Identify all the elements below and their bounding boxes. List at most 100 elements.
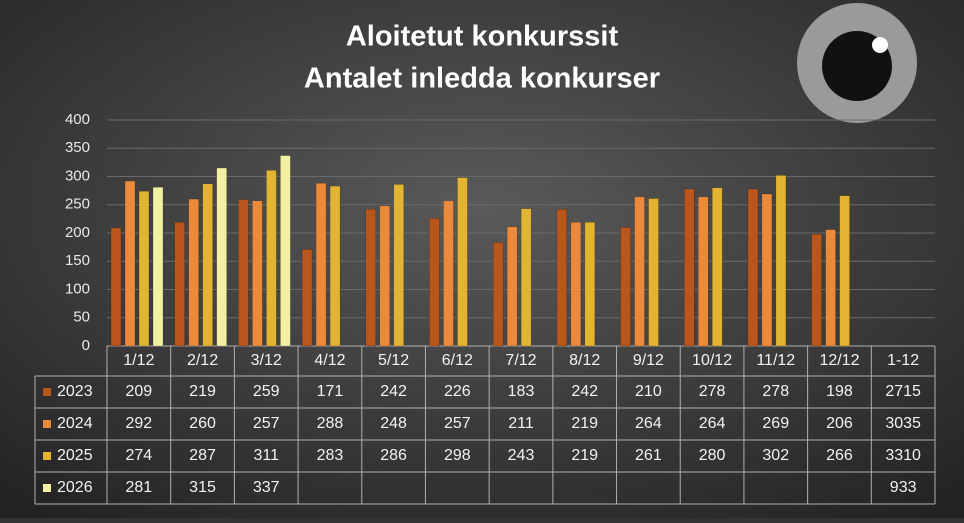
bar (443, 200, 454, 347)
table-cell: 198 (826, 383, 853, 400)
bar (492, 242, 504, 347)
x-tick-label: 1/12 (123, 352, 154, 369)
chart-subtitle: Antalet inledda konkurser (304, 63, 660, 95)
y-tick-label: 400 (65, 111, 90, 128)
y-tick-label: 200 (65, 224, 90, 241)
table-cell: 298 (444, 447, 471, 464)
bar (761, 193, 773, 347)
bar (138, 190, 150, 347)
table-cell: 209 (125, 383, 152, 400)
bar (280, 155, 291, 347)
y-tick-label: 100 (65, 280, 90, 297)
table-cell: 242 (380, 383, 407, 400)
table-cell: 286 (380, 447, 407, 464)
table-cell: 288 (317, 415, 344, 432)
table-total: 3310 (885, 447, 921, 464)
table-cell: 260 (189, 415, 216, 432)
table-cell: 248 (380, 415, 407, 432)
bar (315, 183, 327, 347)
table-cell: 242 (571, 383, 598, 400)
bar (747, 188, 759, 347)
bar (648, 198, 659, 347)
x-tick-label: 10/12 (692, 352, 732, 369)
legend-label: 2025 (57, 447, 93, 464)
table-cell: 243 (508, 447, 535, 464)
bar (393, 184, 405, 347)
legend-label: 2026 (57, 479, 93, 496)
table-cell: 219 (189, 383, 216, 400)
y-tick-label: 0 (82, 337, 90, 354)
table-cell: 278 (762, 383, 789, 400)
table-cell: 337 (253, 479, 280, 496)
table-cell: 266 (826, 447, 853, 464)
x-tick-label: 8/12 (569, 352, 600, 369)
bar (238, 199, 249, 347)
y-tick-label: 250 (65, 196, 90, 213)
y-tick-label: 150 (65, 252, 90, 269)
x-tick-label: 5/12 (378, 352, 409, 369)
table-cell: 283 (317, 447, 344, 464)
x-tick-label: 3/12 (251, 352, 282, 369)
table-cell: 259 (253, 383, 280, 400)
table-cell: 226 (444, 383, 471, 400)
table-cell: 292 (125, 415, 152, 432)
table-cell: 269 (762, 415, 789, 432)
legend-label: 2024 (57, 415, 93, 432)
bar (457, 177, 468, 347)
x-tick-label: 11/12 (756, 352, 795, 369)
table-cell: 281 (125, 479, 152, 496)
bar (811, 233, 822, 347)
table-cell: 211 (508, 415, 534, 432)
legend-marker (43, 388, 51, 396)
legend-marker (43, 420, 51, 428)
y-tick-label: 50 (73, 309, 90, 326)
table-cell: 287 (189, 447, 216, 464)
table-cell: 261 (635, 447, 662, 464)
bar (683, 188, 695, 347)
bar (202, 183, 213, 347)
y-tick-label: 300 (65, 167, 90, 184)
bar (152, 186, 164, 347)
table-cell: 274 (125, 447, 152, 464)
bar (329, 185, 341, 347)
x-tick-label: 7/12 (505, 352, 536, 369)
legend-label: 2023 (57, 383, 93, 400)
table-cell: 315 (189, 479, 216, 496)
table-total: 3035 (885, 415, 921, 432)
table-cell: 278 (699, 383, 726, 400)
table-cell: 257 (253, 415, 280, 432)
bar (252, 200, 263, 347)
table-cell: 171 (317, 383, 344, 400)
bar (429, 218, 440, 347)
table-total: 933 (890, 479, 917, 496)
x-tick-label: 2/12 (187, 352, 218, 369)
table-cell: 302 (762, 447, 789, 464)
x-tick-label: 6/12 (442, 352, 473, 369)
bar (188, 198, 199, 347)
table-cell: 206 (826, 415, 853, 432)
table-cell: 264 (635, 415, 662, 432)
legend-marker (43, 452, 51, 460)
bar (365, 209, 377, 347)
x-tick-label: 4/12 (314, 352, 345, 369)
x-tick-label: 9/12 (633, 352, 664, 369)
bar (775, 175, 787, 347)
bar (506, 226, 518, 347)
bar (110, 227, 122, 347)
bar (584, 222, 596, 347)
y-tick-label: 350 (65, 139, 90, 156)
table-cell: 219 (571, 447, 598, 464)
table-cell: 311 (253, 447, 279, 464)
table-cell: 219 (571, 415, 598, 432)
bar (520, 208, 532, 347)
bar (711, 187, 723, 347)
bar (570, 222, 582, 347)
logo (797, 3, 917, 123)
bar (301, 249, 313, 347)
bar (556, 209, 568, 347)
bar (839, 195, 850, 347)
x-tick-label: 1-12 (887, 352, 919, 369)
x-tick-label: 12/12 (819, 352, 859, 369)
table-cell: 183 (508, 383, 535, 400)
